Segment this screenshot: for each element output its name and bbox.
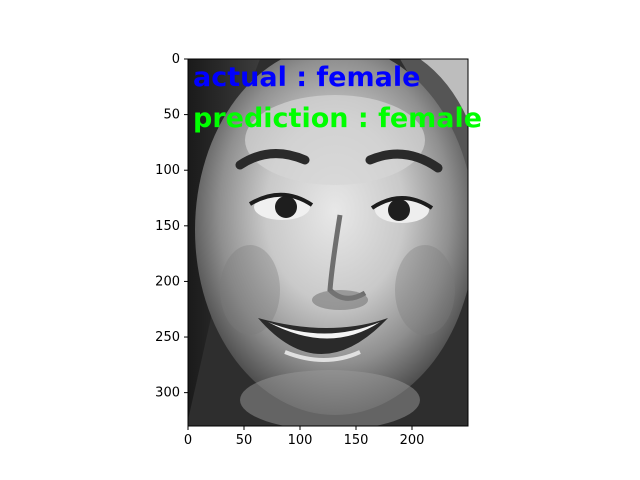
y-tick-label: 0: [172, 52, 180, 67]
actual-label: actual : female: [193, 62, 420, 93]
x-tick-label: 0: [184, 433, 192, 448]
face-photo: [188, 59, 468, 426]
y-tick-label: 200: [155, 274, 180, 289]
x-tick-label: 50: [236, 433, 253, 448]
y-tick-label: 250: [155, 330, 180, 345]
x-tick-label: 150: [344, 433, 369, 448]
axes-frame: [187, 58, 469, 427]
y-axis-ticks: 0 50 100 150 200 250 300: [155, 52, 188, 401]
x-tick-label: 100: [288, 433, 313, 448]
y-tick-label: 100: [155, 163, 180, 178]
y-tick-label: 50: [163, 108, 180, 123]
prediction-label: prediction : female: [193, 103, 482, 134]
x-axis-ticks: 0 50 100 150 200: [184, 426, 425, 448]
y-tick-label: 150: [155, 219, 180, 234]
x-tick-label: 200: [400, 433, 425, 448]
y-tick-label: 300: [155, 386, 180, 401]
